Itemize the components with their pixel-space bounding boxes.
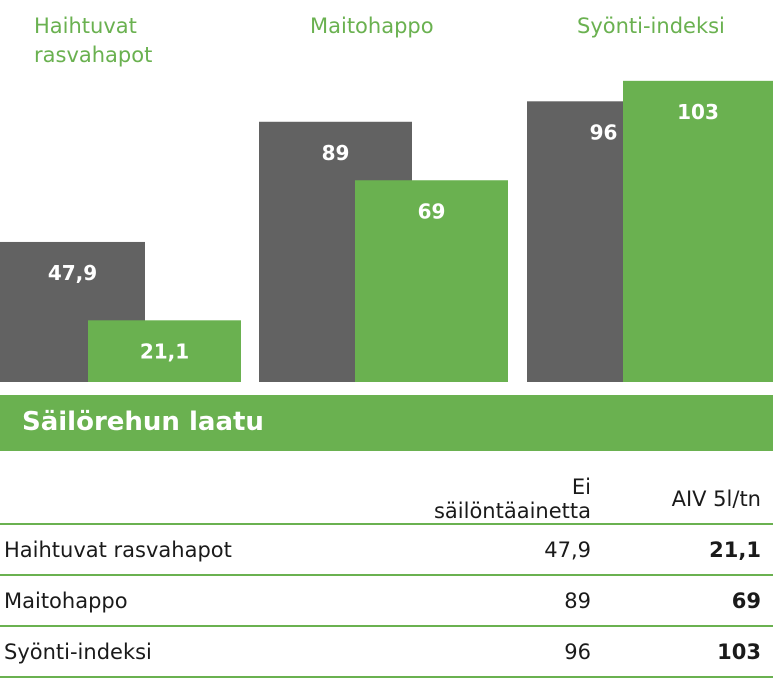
category-label-maitohappo: Maitohappo	[310, 12, 434, 41]
data-label-haihtuvat-rasvahapot-no-additive: 47,9	[48, 261, 97, 285]
table-row: Maitohappo 89 69	[0, 574, 773, 626]
row-label: Haihtuvat rasvahapot	[0, 523, 421, 575]
row-value-no-additive: 47,9	[421, 523, 591, 575]
row-label: Maitohappo	[0, 574, 421, 626]
category-label-syonti-indeksi: Syönti-indeksi	[577, 12, 725, 41]
row-value-aiv: 21,1	[591, 523, 773, 575]
table-header-no-additive: Ei säilöntäainetta	[433, 474, 591, 523]
table-header-row: Ei säilöntäainetta AIV 5l/tn	[0, 474, 773, 524]
data-label-syonti-indeksi-no-additive: 96	[590, 120, 618, 144]
data-label-haihtuvat-rasvahapot-aiv: 21,1	[140, 339, 189, 363]
section-banner: Säilörehun laatu	[0, 395, 773, 451]
row-value-no-additive: 89	[421, 574, 591, 626]
data-label-syonti-indeksi-aiv: 103	[677, 100, 719, 124]
category-label-haihtuvat-rasvahapot: Haihtuvat rasvahapot	[34, 12, 152, 70]
bar-maitohappo-aiv	[355, 180, 508, 382]
bar-syonti-indeksi-aiv	[623, 80, 773, 382]
row-value-no-additive: 96	[421, 625, 591, 678]
category-label-line: Maitohappo	[310, 14, 434, 38]
table-header-label	[0, 474, 421, 524]
data-label-maitohappo-aiv: 69	[418, 199, 446, 223]
data-label-maitohappo-no-additive: 89	[322, 141, 350, 165]
bar-haihtuvat-rasvahapot-aiv	[88, 320, 241, 382]
category-label-line: rasvahapot	[34, 43, 153, 67]
row-value-aiv: 69	[591, 574, 773, 626]
category-label-line: Haihtuvat	[34, 14, 137, 38]
table-row: Syönti-indeksi 96 103	[0, 625, 773, 678]
row-label: Syönti-indeksi	[0, 625, 421, 678]
row-value-aiv: 103	[591, 625, 773, 678]
table-header-aiv: AIV 5l/tn	[671, 486, 761, 511]
quality-table: Ei säilöntäainetta AIV 5l/tn Haihtuvat r…	[0, 474, 773, 678]
table-row: Haihtuvat rasvahapot 47,9 21,1	[0, 523, 773, 575]
section-title: Säilörehun laatu	[22, 407, 264, 437]
category-label-line: Syönti-indeksi	[577, 14, 725, 38]
bar-chart: 47,9 89 96 21,1 69 103	[0, 80, 773, 382]
